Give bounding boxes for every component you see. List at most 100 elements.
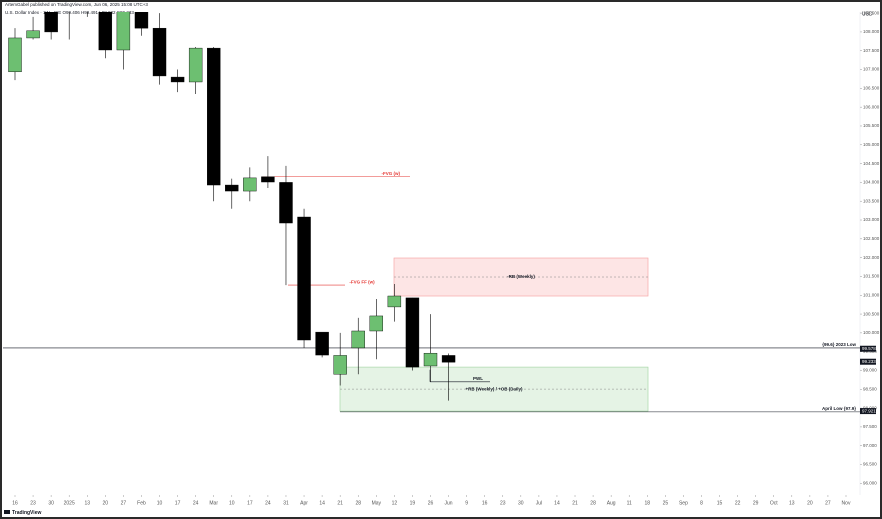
x-tick-label: 28 (590, 500, 596, 506)
x-tick-label: 27 (825, 500, 831, 506)
y-tick-label: 99.000 (863, 368, 877, 373)
candle-body (387, 295, 402, 308)
candle-body (405, 297, 420, 368)
y-tick-label: 103.500 (863, 198, 880, 203)
y-tick-label: 102.000 (863, 255, 880, 260)
x-tick-label: 21 (337, 500, 343, 506)
candle-body (369, 315, 384, 332)
x-tick-label: 21 (572, 500, 578, 506)
x-tick-label: 2025 (64, 500, 75, 506)
y-tick-label: 98.000 (863, 405, 877, 410)
price-tag-label: 99.578 (862, 346, 876, 351)
x-tick-label: 16 (12, 500, 18, 506)
candle-body (98, 12, 113, 51)
candle-body (297, 216, 311, 341)
y-tick-label: 97.500 (863, 424, 877, 429)
x-tick-label: 30 (518, 500, 524, 506)
x-tick-label: Jun (445, 500, 453, 506)
candle-body (225, 184, 239, 192)
x-tick-label: 17 (175, 500, 181, 506)
candle-body (351, 330, 365, 349)
price-tag (860, 408, 876, 415)
x-tick-label: Apr (300, 500, 308, 506)
level-label: -FVG FF (w) (349, 279, 375, 284)
x-tick-label: 18 (645, 500, 651, 506)
x-tick-label: 10 (157, 500, 163, 506)
zone (393, 257, 649, 297)
candle-body (116, 12, 131, 51)
x-tick-label: 13 (789, 500, 795, 506)
y-tick-label: 103.000 (863, 217, 880, 222)
x-tick-label: 14 (319, 500, 325, 506)
currency: USD (862, 11, 873, 17)
x-tick-label: 24 (265, 500, 271, 506)
logo (4, 510, 10, 514)
x-tick-label: 20 (807, 500, 813, 506)
y-tick-label: 106.500 (863, 86, 880, 91)
y-tick-label: 108.000 (863, 29, 880, 34)
x-tick-label: 29 (753, 500, 759, 506)
candle-body (315, 331, 329, 356)
x-tick-label: Jul (536, 500, 542, 506)
candle-body (243, 177, 257, 192)
x-tick-label: 19 (410, 500, 416, 506)
candle-body (8, 37, 22, 73)
y-tick-label: 107.500 (863, 48, 880, 53)
x-tick-label: 26 (428, 500, 434, 506)
y-tick-label: 108.500 (863, 10, 880, 15)
y-tick-label: 105.500 (863, 123, 880, 128)
y-tick-label: 102.500 (863, 236, 880, 241)
candle-body (423, 352, 438, 367)
x-tick-label: Oct (770, 500, 778, 506)
x-tick-label: Nov (842, 500, 851, 506)
y-tick-label: 104.500 (863, 161, 880, 166)
x-tick-label: 20 (103, 500, 109, 506)
level-label: -FVG (w) (382, 171, 401, 176)
candle-body (44, 12, 58, 33)
price-tag-label: 97.921 (862, 408, 876, 413)
x-tick-label: 15 (717, 500, 723, 506)
x-tick-label: 30 (48, 500, 54, 506)
x-tick-label: 27 (121, 500, 127, 506)
footer-brand: TradingView (12, 510, 41, 516)
candle-body (170, 76, 185, 83)
x-tick-label: 14 (554, 500, 560, 506)
y-tick-label: 100.000 (863, 330, 880, 335)
y-tick-label: 107.000 (863, 67, 880, 72)
y-tick-label: 97.000 (863, 443, 877, 448)
y-tick-label: 96.500 (863, 462, 877, 467)
x-tick-label: 11 (627, 500, 632, 506)
x-tick-label: 8 (700, 500, 703, 506)
candle-body (279, 182, 293, 224)
y-tick-label: 101.000 (863, 292, 880, 297)
price-tag-label: 99.233 (862, 359, 876, 364)
y-tick-label: 106.000 (863, 104, 880, 109)
y-tick-label: 105.000 (863, 142, 880, 147)
candle-body (152, 27, 167, 77)
x-tick-label: 22 (735, 500, 741, 506)
y-tick-label: 100.500 (863, 311, 880, 316)
x-tick-label: May (372, 500, 382, 506)
x-tick-label: 16 (482, 500, 488, 506)
x-tick-label: 17 (247, 500, 253, 506)
y-tick-label: 98.500 (863, 386, 877, 391)
level-label: PWL (473, 376, 483, 381)
x-tick-label: 23 (500, 500, 506, 506)
candle-body (441, 355, 456, 363)
candle-body (207, 47, 221, 186)
x-tick-label: 23 (30, 500, 36, 506)
x-tick-label: 9 (465, 500, 468, 506)
x-tick-label: 12 (392, 500, 398, 506)
x-tick-label: 13 (84, 500, 90, 506)
plot-area (3, 12, 860, 413)
price-tag (860, 358, 876, 365)
candle-body (26, 30, 40, 39)
x-tick-label: Mar (209, 500, 218, 506)
x-tick-label: Aug (607, 500, 616, 506)
candle-body (134, 12, 149, 29)
x-tick-label: 24 (193, 500, 199, 506)
zone-label: +RB (Weekly) / +OB (Daily) (466, 386, 523, 391)
